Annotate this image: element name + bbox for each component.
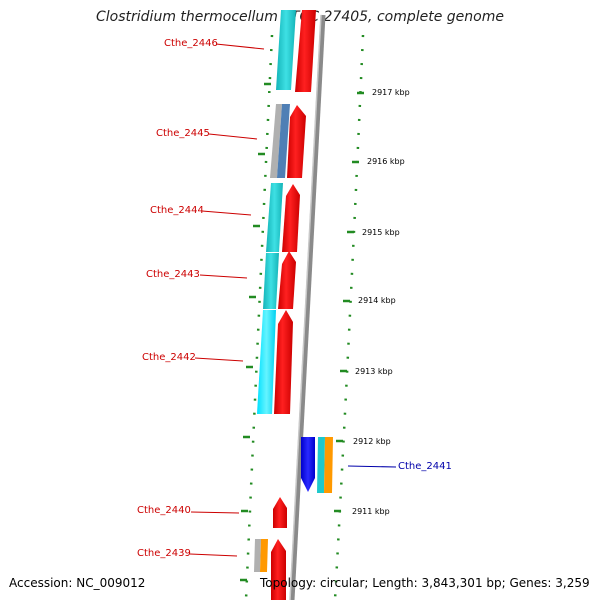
cds-arrow-cthe-2443 (278, 251, 296, 309)
cog-bar-cthe-2445-blue (277, 104, 290, 178)
map-title: Clostridium thermocellum ATCC 27405, com… (96, 9, 504, 25)
gene-label-cthe-2443[interactable]: Cthe_2443 (146, 269, 200, 280)
cog-bar-cthe-2444 (266, 183, 283, 252)
genome-summary: Topology: circular; Length: 3,843,301 bp… (260, 576, 590, 590)
gene-label-cthe-2445[interactable]: Cthe_2445 (156, 128, 210, 139)
backbone-highlight (289, 14, 322, 600)
accession-text: Accession: NC_009012 (9, 576, 146, 590)
tick-label-2916: 2916 kbp (367, 157, 405, 166)
tick-label-2913: 2913 kbp (355, 367, 393, 376)
forward-cds-lane (271, 10, 316, 600)
cds-arrow-cthe-2446 (295, 10, 316, 92)
genome-backbone (289, 14, 326, 600)
tick-label-2914: 2914 kbp (358, 296, 396, 305)
cog-bar-cthe-2442 (257, 310, 276, 414)
gene-label-cthe-2439[interactable]: Cthe_2439 (137, 548, 191, 559)
cds-arrow-cthe-2439 (271, 539, 286, 600)
cog-bar-cthe-2439-gray (254, 539, 261, 572)
inner-tick-marks (240, 82, 271, 582)
cds-arrow-cthe-2441 (301, 437, 315, 492)
cds-arrow-cthe-2442 (274, 310, 293, 414)
tick-label-2912: 2912 kbp (353, 437, 391, 446)
cog-bar-cthe-2446 (276, 10, 296, 90)
cog-lane (254, 10, 296, 572)
tick-label-2915: 2915 kbp (362, 228, 400, 237)
gene-label-cthe-2442[interactable]: Cthe_2442 (142, 352, 196, 363)
cog-bar-cthe-2445-gray (270, 104, 282, 178)
tick-label-2911: 2911 kbp (352, 507, 390, 516)
cds-arrow-cthe-2440 (273, 497, 287, 528)
tick-marks (334, 91, 364, 513)
cog-bar-cthe-2441-orange (324, 437, 333, 493)
cds-arrow-cthe-2445 (287, 105, 306, 178)
cog-bar-cthe-2441-cyan (317, 437, 325, 493)
tick-label-2917: 2917 kbp (372, 88, 410, 97)
cds-arrow-cthe-2444 (282, 184, 300, 252)
gene-label-cthe-2441[interactable]: Cthe_2441 (398, 461, 452, 472)
gene-label-cthe-2446[interactable]: Cthe_2446 (164, 38, 218, 49)
gene-label-cthe-2444[interactable]: Cthe_2444 (150, 205, 204, 216)
cog-bar-cthe-2443 (263, 253, 279, 309)
gene-label-cthe-2440[interactable]: Cthe_2440 (137, 505, 191, 516)
reverse-cds-lane (301, 437, 333, 493)
label-leaders (189, 43, 397, 557)
cog-bar-cthe-2439-orange (260, 539, 268, 572)
